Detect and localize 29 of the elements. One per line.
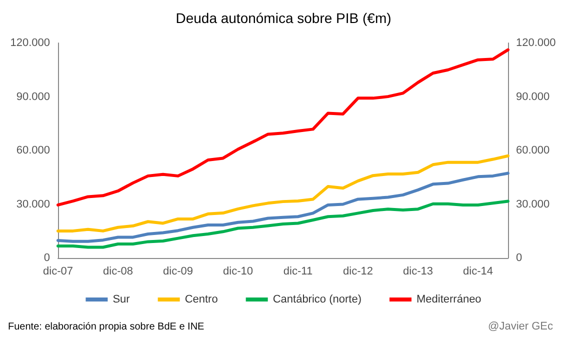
text: @Javier GEc — [488, 320, 554, 332]
legend-label: Sur — [112, 294, 130, 306]
line-series — [56, 172, 510, 243]
legend-label: Centro — [184, 294, 218, 306]
y-tick-label: 0 — [44, 252, 50, 264]
source-note: Fuente: elaboración propia sobre BdE e INE — [8, 322, 205, 332]
line-series — [56, 200, 510, 249]
y-tick-label: 90.000 — [16, 90, 50, 103]
y2-tick-label: 30.000 — [516, 198, 550, 210]
y-tick-label: 120.000 — [10, 37, 50, 49]
x-tick-label: dic-07 — [43, 266, 73, 278]
line-series — [56, 48, 510, 206]
x-tick-label: dic-13 — [403, 266, 433, 278]
y2-tick-label: 0 — [516, 252, 522, 264]
legend-label: Mediterráneo — [416, 294, 482, 306]
y2-tick-label: 120.000 — [516, 37, 556, 49]
line-series — [56, 154, 510, 232]
x-tick-label: dic-12 — [343, 266, 373, 278]
x-tick-label: dic-10 — [223, 266, 253, 278]
legend-label: Cantábrico (norte) — [272, 294, 362, 306]
x-tick-label: dic-08 — [103, 266, 133, 278]
y2-tick-label: 60.000 — [516, 144, 550, 156]
x-tick-label: dic-09 — [163, 266, 193, 278]
x-tick-label: dic-14 — [463, 266, 493, 278]
y2-tick-label: 90.000 — [516, 90, 550, 103]
chart-title: Deuda autonómica sobre PIB (€m) — [176, 10, 392, 26]
y-tick-label: 30.000 — [16, 198, 50, 210]
y-tick-label: 60.000 — [16, 144, 50, 156]
x-tick-label: dic-11 — [283, 266, 313, 278]
